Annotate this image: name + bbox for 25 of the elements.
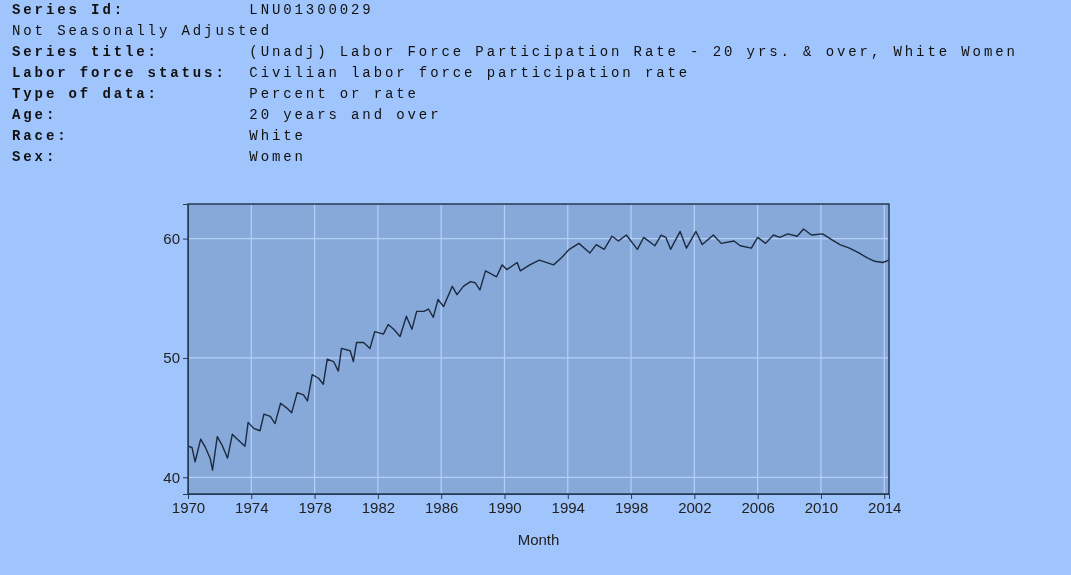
text: Sex: Women	[12, 149, 306, 165]
text: Series Id: LNU01300029	[12, 2, 374, 18]
text: Race: White	[12, 128, 306, 144]
x-tick-label: 1990	[488, 498, 522, 516]
y-tick-label: 50	[163, 349, 180, 367]
text: Labor force status: Civilian labor force participation rate	[12, 65, 691, 81]
text: Series title: (Unadj) Labor Force Participation Rate - 20 yrs. & over, White Women	[12, 44, 1018, 60]
line-series	[187, 228, 890, 471]
x-tick-label: 2010	[804, 498, 839, 516]
text: Age: 20 years and over	[12, 107, 442, 123]
text: Not Seasonally Adjusted	[12, 23, 272, 39]
text: Type of data: Percent or rate	[12, 86, 419, 102]
x-tick-label: 1982	[361, 498, 396, 516]
x-tick-label: 2002	[678, 498, 712, 516]
y-tick-label: 40	[163, 468, 180, 486]
x-tick-label: 2014	[868, 498, 902, 516]
x-tick-label: 2006	[741, 498, 775, 516]
x-axis-title: Month	[517, 531, 560, 548]
x-tick-label: 1986	[425, 498, 459, 516]
x-tick-label: 1978	[298, 498, 332, 516]
x-tick-label: 1970	[171, 498, 206, 516]
x-tick-label: 1998	[614, 498, 649, 516]
y-tick-label: 60	[163, 229, 180, 247]
x-tick-label: 1974	[235, 498, 269, 516]
x-tick-label: 1994	[551, 498, 585, 516]
